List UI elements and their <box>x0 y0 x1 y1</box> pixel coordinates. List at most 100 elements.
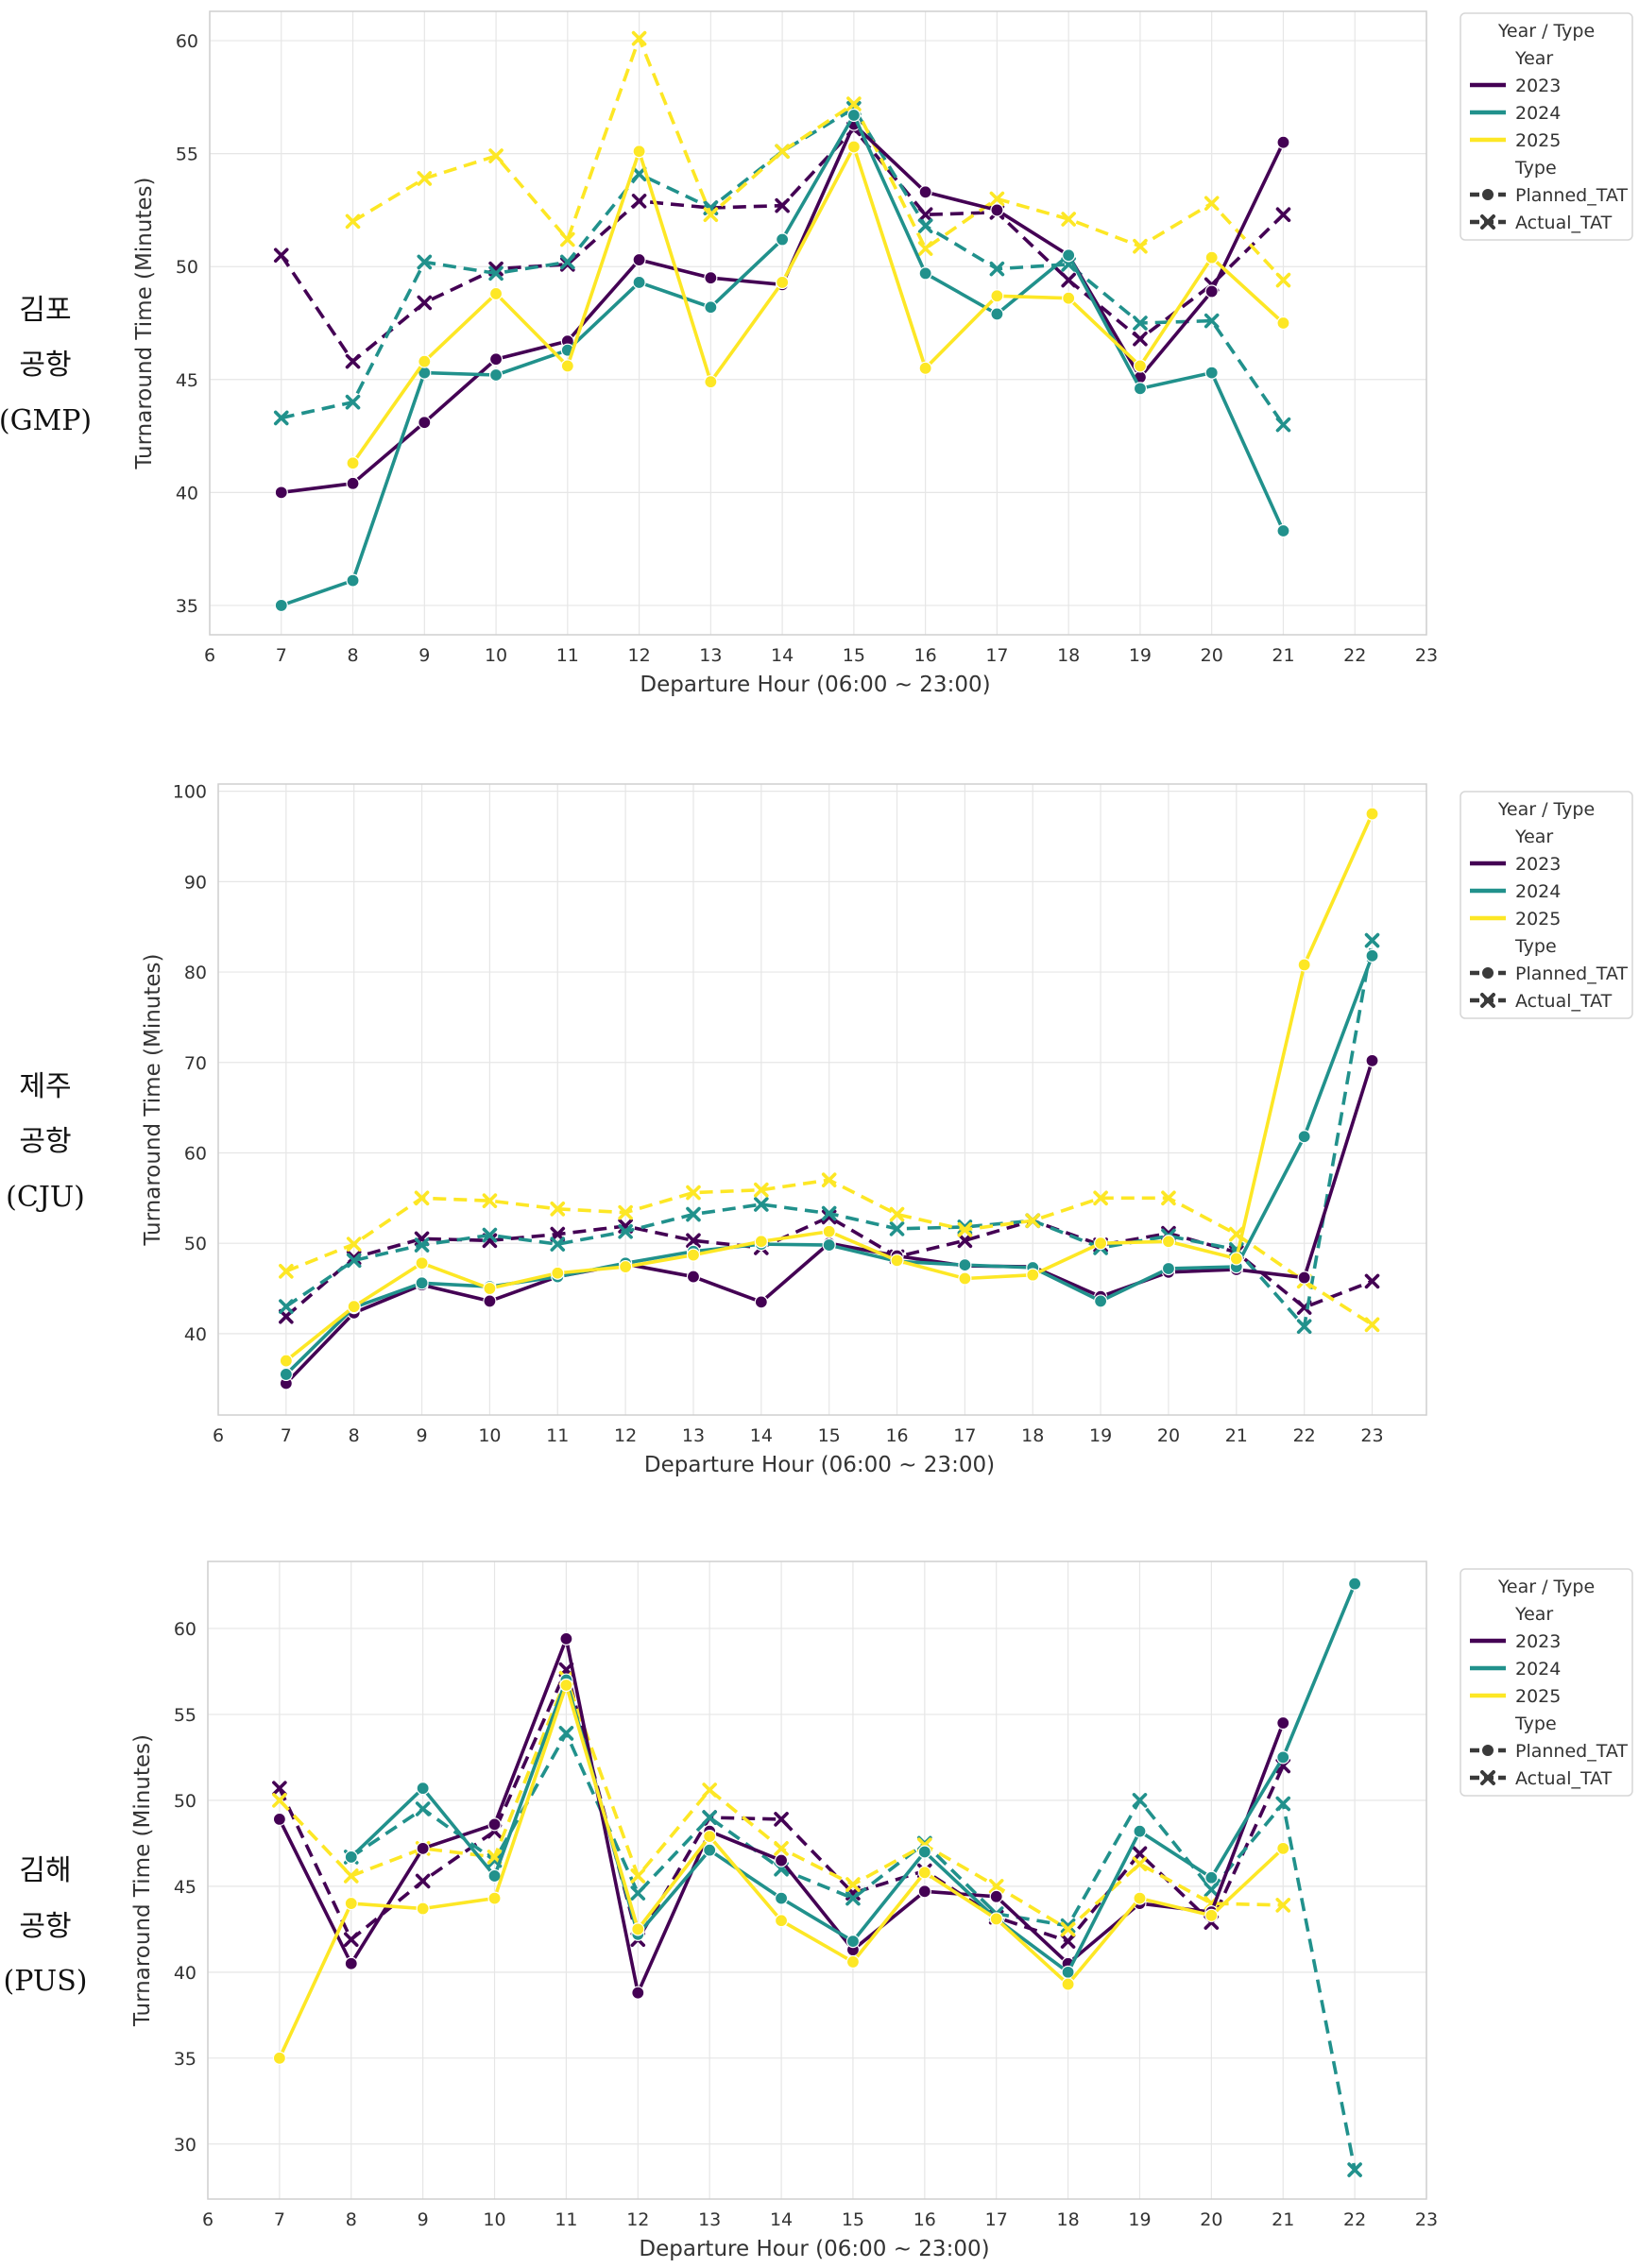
data-point-marker <box>917 1845 931 1859</box>
data-point-marker <box>1204 284 1219 298</box>
data-point-marker <box>1133 359 1148 373</box>
legend-year-header: Year <box>1514 1604 1553 1625</box>
marker-stroke <box>917 207 933 223</box>
legend-item-2023: 2023 <box>1515 854 1561 875</box>
marker-stroke <box>415 1801 431 1816</box>
data-point-marker <box>619 1259 633 1274</box>
legend-type-header: Type <box>1514 158 1557 179</box>
marker-stroke <box>889 1221 905 1236</box>
marker-stroke <box>1133 331 1148 347</box>
data-point-marker <box>1364 1317 1380 1333</box>
x-tick-label: 14 <box>750 1425 773 1446</box>
data-point-marker <box>415 1873 431 1889</box>
data-point-marker <box>775 144 790 160</box>
marker-stroke <box>1061 212 1076 227</box>
x-tick-label: 9 <box>418 645 430 666</box>
marker-stroke <box>775 144 790 160</box>
x-tick-label: 9 <box>418 2209 429 2230</box>
series-line-2025-planned_tat <box>351 145 1285 465</box>
x-tick-label: 7 <box>281 1425 292 1446</box>
data-point-marker <box>630 1868 646 1884</box>
data-point-marker <box>918 266 932 281</box>
data-point-marker <box>487 1891 502 1905</box>
data-point-marker <box>631 1986 645 2000</box>
data-point-marker <box>846 140 861 154</box>
x-tick-label: 19 <box>1129 645 1152 666</box>
row-label-line: (PUS) <box>4 1965 88 1998</box>
data-point-marker <box>487 1817 502 1832</box>
x-tick-label: 20 <box>1157 1425 1180 1446</box>
data-point-marker <box>631 166 647 181</box>
x-tick-label: 11 <box>555 2209 577 2230</box>
x-tick-label: 14 <box>771 645 794 666</box>
data-point-marker <box>846 96 862 111</box>
data-point-marker <box>703 1830 717 1844</box>
x-tick-label: 17 <box>985 645 1008 666</box>
legend-item-2025: 2025 <box>1515 1686 1561 1707</box>
data-point-marker <box>343 1932 359 1948</box>
x-tick-label: 18 <box>1057 645 1080 666</box>
y-axis-label: Turnaround Time (Minutes) <box>141 953 165 1246</box>
data-point-marker <box>686 1248 701 1262</box>
marker-stroke <box>845 1877 861 1892</box>
data-point-marker <box>618 1223 633 1239</box>
data-point-marker <box>958 1258 972 1272</box>
marker-stroke <box>845 1890 861 1906</box>
data-point-marker <box>415 1256 429 1270</box>
data-point-marker <box>488 367 504 383</box>
data-point-marker <box>754 1197 769 1212</box>
data-point-marker <box>1275 1898 1291 1913</box>
marker-stroke <box>631 194 647 209</box>
x-axis-label: Departure Hour (06:00 ~ 23:00) <box>640 673 990 697</box>
data-point-marker <box>1365 807 1379 821</box>
data-point-marker <box>1276 1841 1290 1855</box>
data-point-marker <box>917 1866 931 1880</box>
data-point-marker <box>958 1271 972 1286</box>
plot-frame <box>209 10 1427 636</box>
legend-marker-x <box>1480 993 1495 1008</box>
marker-stroke <box>345 353 361 369</box>
marker-stroke <box>1132 1793 1148 1808</box>
y-tick-label: 70 <box>184 1053 207 1074</box>
marker-stroke <box>686 1206 701 1222</box>
legend: Year / Type Year 2023 2024 2025 Type Planned_T… <box>1460 12 1633 241</box>
marker-stroke <box>989 261 1005 277</box>
marker-stroke <box>273 247 289 264</box>
data-point-marker <box>415 1276 429 1290</box>
data-point-marker <box>560 359 574 373</box>
data-point-marker <box>344 1956 358 1970</box>
marker-stroke <box>957 1233 973 1249</box>
legend-type-header: Type <box>1514 1714 1557 1734</box>
marker-stroke <box>414 1237 430 1253</box>
x-tick-label: 20 <box>1201 645 1223 666</box>
data-point-marker <box>488 286 504 301</box>
marker-stroke <box>889 1206 905 1222</box>
series-line-2024-actual_tat <box>350 1731 1357 2171</box>
data-point-marker <box>1276 523 1290 538</box>
data-point-marker <box>346 476 360 490</box>
x-tick-label: 22 <box>1343 2209 1366 2230</box>
data-point-marker <box>845 1877 861 1892</box>
data-point-marker <box>702 1782 717 1798</box>
data-point-marker <box>1161 1261 1176 1276</box>
x-tick-label: 6 <box>202 2209 213 2230</box>
legend-item-2024: 2024 <box>1515 1659 1561 1680</box>
marker-stroke <box>1060 1921 1076 1937</box>
marker-stroke <box>1133 315 1148 331</box>
marker-stroke <box>1161 1190 1176 1206</box>
row-label-line: 제주 <box>19 1070 71 1103</box>
data-point-marker <box>345 394 361 410</box>
data-point-marker <box>559 1631 573 1646</box>
marker-stroke <box>1364 1273 1380 1289</box>
data-point-marker <box>483 1281 497 1296</box>
marker-stroke <box>821 1205 837 1221</box>
marker-stroke <box>482 1227 498 1243</box>
data-point-marker <box>414 1237 430 1253</box>
legend: Year / Type Year 2023 2024 2025 Type Planned_T… <box>1460 1568 1633 1797</box>
y-axis-label: Turnaround Time (Minutes) <box>132 177 157 469</box>
legend-item-2023: 2023 <box>1515 1631 1561 1652</box>
data-point-marker <box>989 1912 1003 1926</box>
marker-stroke <box>703 207 719 223</box>
